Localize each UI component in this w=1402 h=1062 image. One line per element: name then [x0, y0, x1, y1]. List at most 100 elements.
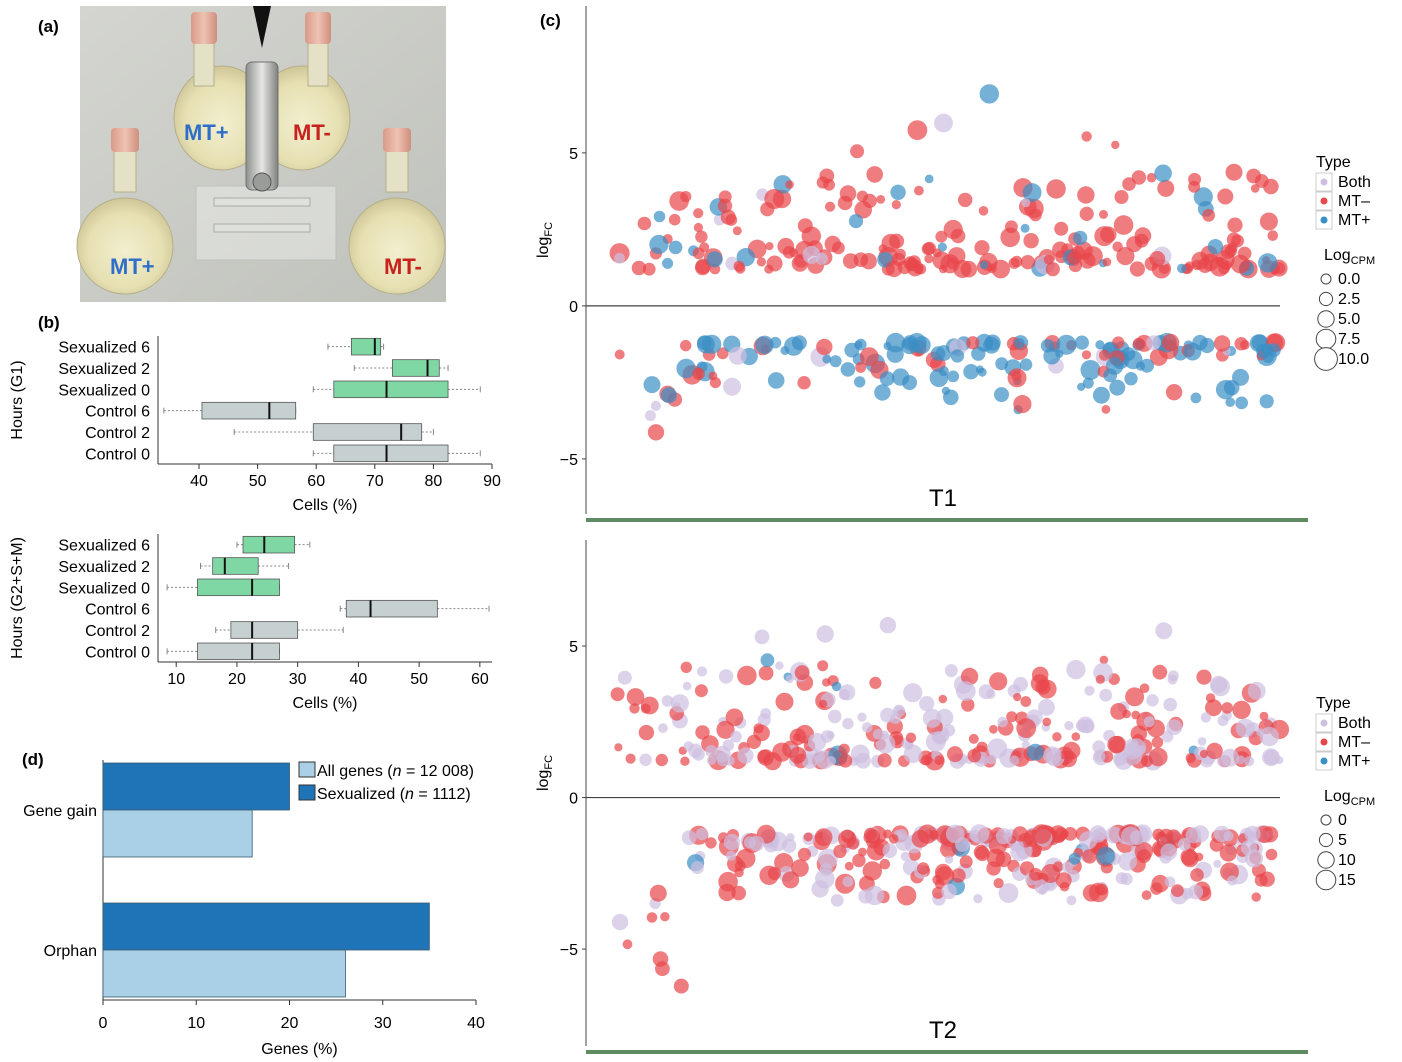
bar [102, 949, 346, 998]
data-point [736, 848, 756, 869]
data-point [670, 694, 689, 713]
data-point [815, 869, 835, 889]
data-point [1042, 717, 1052, 727]
data-point [758, 665, 774, 681]
data-point [1183, 342, 1202, 361]
data-point [625, 753, 636, 764]
legend-size-marker [1317, 310, 1335, 328]
data-point [733, 260, 745, 272]
y-tick-label: −5 [560, 942, 578, 959]
data-point [882, 843, 898, 858]
category-label: Control 2 [85, 425, 150, 442]
data-point [1022, 183, 1042, 202]
data-point [1213, 335, 1231, 352]
data-point [1221, 702, 1233, 714]
data-point [1105, 826, 1123, 844]
data-point [797, 376, 811, 390]
legend-label: Sexualized (n = 1112) [317, 786, 471, 803]
data-point [959, 855, 973, 869]
data-point [977, 367, 987, 377]
x-tick-label: 80 [425, 473, 443, 490]
data-point [1077, 186, 1095, 204]
data-point [1070, 245, 1085, 260]
data-point [1109, 379, 1126, 396]
data-point [1124, 372, 1138, 386]
data-point [1217, 188, 1234, 205]
data-point [1146, 335, 1161, 350]
data-point [880, 707, 896, 723]
data-point [1016, 718, 1037, 738]
x-tick-label: 40 [467, 1015, 485, 1032]
data-point [1129, 261, 1145, 277]
x-tick-label: 60 [307, 473, 325, 490]
data-point [1041, 864, 1061, 883]
data-point [1244, 825, 1261, 843]
data-point [886, 345, 904, 363]
data-point [838, 753, 853, 768]
data-point [1019, 358, 1033, 371]
data-point [922, 708, 942, 728]
x-tick-label: 60 [471, 671, 489, 688]
data-point [978, 206, 989, 216]
data-point [1190, 392, 1202, 404]
data-point [1143, 716, 1155, 728]
data-point [1247, 681, 1266, 700]
bottom-bar [586, 518, 1308, 522]
data-point [878, 244, 888, 254]
data-point [1157, 179, 1175, 197]
data-point [1064, 721, 1074, 731]
data-point [1074, 335, 1089, 350]
data-point [1184, 261, 1195, 272]
data-point [773, 175, 793, 194]
data-point [968, 733, 979, 744]
bottom-bar [586, 1050, 1308, 1054]
data-point [1188, 172, 1202, 186]
data-point [785, 674, 794, 684]
data-point [769, 336, 782, 349]
data-point [844, 861, 854, 871]
data-point [1209, 675, 1228, 694]
data-point [1094, 884, 1106, 895]
data-point [1068, 852, 1081, 865]
data-point [693, 222, 704, 233]
data-point [1077, 716, 1094, 734]
data-point [1113, 215, 1134, 235]
data-point [1227, 875, 1238, 886]
legend-size-label: 5 [1338, 832, 1347, 849]
data-point [828, 709, 842, 724]
data-point [1165, 384, 1183, 401]
x-tick-label: 50 [249, 473, 267, 490]
data-point [1259, 394, 1274, 409]
data-point [1115, 872, 1128, 885]
category-label: Control 6 [85, 404, 150, 421]
data-point [649, 884, 667, 902]
legend-type-label: MT– [1338, 734, 1370, 751]
data-point [1103, 368, 1118, 383]
data-point [945, 855, 954, 864]
data-point [974, 240, 990, 256]
data-point [935, 230, 948, 243]
data-point [754, 629, 770, 645]
data-point [1023, 233, 1039, 249]
data-point [1010, 255, 1023, 268]
data-point [936, 345, 952, 361]
data-point [694, 684, 708, 698]
data-point [1131, 710, 1141, 720]
data-point [1122, 177, 1136, 191]
box [312, 423, 423, 441]
data-point [1196, 669, 1212, 685]
data-point [1005, 220, 1018, 234]
legend-size-marker [1314, 347, 1338, 371]
box [333, 444, 449, 463]
data-point [1066, 895, 1077, 906]
box [201, 401, 297, 420]
data-point [848, 214, 864, 229]
data-point [755, 335, 774, 355]
data-point [1132, 337, 1145, 350]
data-point [905, 732, 917, 743]
data-point [706, 755, 717, 766]
box [212, 557, 259, 575]
x-tick-label: 20 [228, 671, 246, 688]
data-point [850, 144, 865, 159]
data-point [1020, 223, 1030, 233]
